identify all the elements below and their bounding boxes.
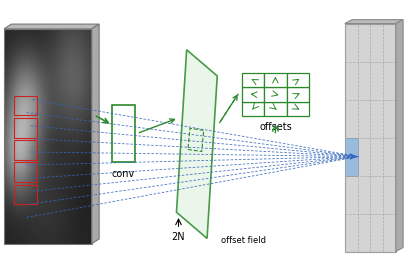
Bar — [345, 138, 357, 176]
Bar — [242, 87, 264, 101]
Bar — [264, 87, 286, 101]
Polygon shape — [4, 24, 99, 29]
Bar — [14, 185, 37, 204]
Bar — [286, 87, 309, 101]
Polygon shape — [345, 20, 403, 24]
Polygon shape — [396, 20, 403, 252]
Text: offset field: offset field — [221, 236, 266, 245]
Bar — [14, 162, 37, 182]
Bar — [112, 105, 135, 162]
Bar — [14, 140, 37, 160]
Bar — [14, 118, 37, 138]
Polygon shape — [176, 50, 217, 238]
Bar — [345, 138, 357, 176]
Bar — [242, 73, 264, 87]
Bar — [264, 101, 286, 116]
Bar — [286, 73, 309, 87]
Polygon shape — [92, 24, 99, 244]
Text: 2N: 2N — [172, 232, 185, 242]
Bar — [14, 96, 37, 115]
Text: offsets: offsets — [259, 123, 292, 133]
Polygon shape — [345, 24, 396, 252]
Bar — [264, 73, 286, 87]
Bar — [286, 101, 309, 116]
Text: conv: conv — [112, 169, 135, 179]
Bar — [242, 101, 264, 116]
